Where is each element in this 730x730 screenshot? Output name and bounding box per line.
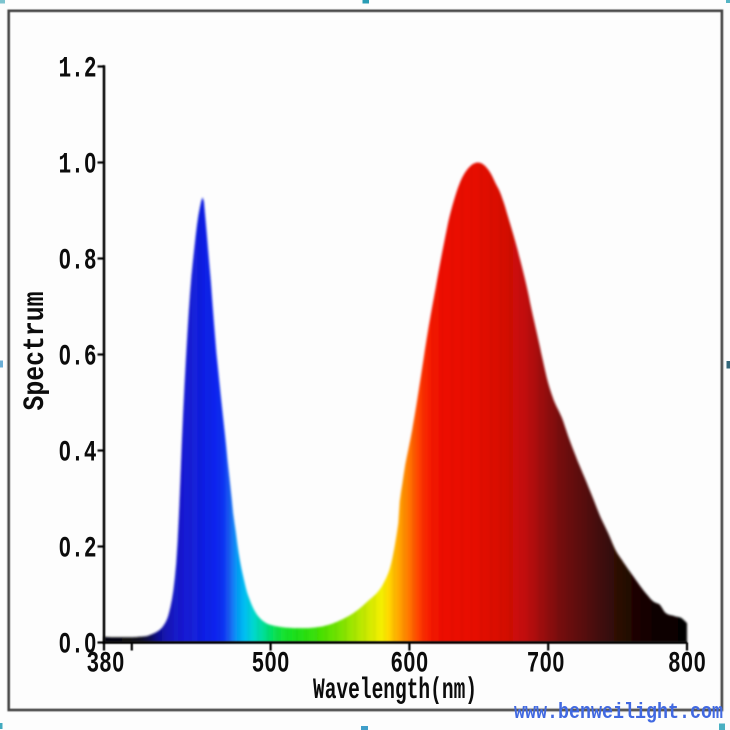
svg-text:www.benweilight.com: www.benweilight.com bbox=[514, 700, 723, 725]
svg-text:Spectrum: Spectrum bbox=[19, 292, 53, 411]
svg-text:1.2: 1.2 bbox=[59, 53, 97, 87]
svg-text:Wavelength(nm): Wavelength(nm) bbox=[313, 674, 477, 708]
